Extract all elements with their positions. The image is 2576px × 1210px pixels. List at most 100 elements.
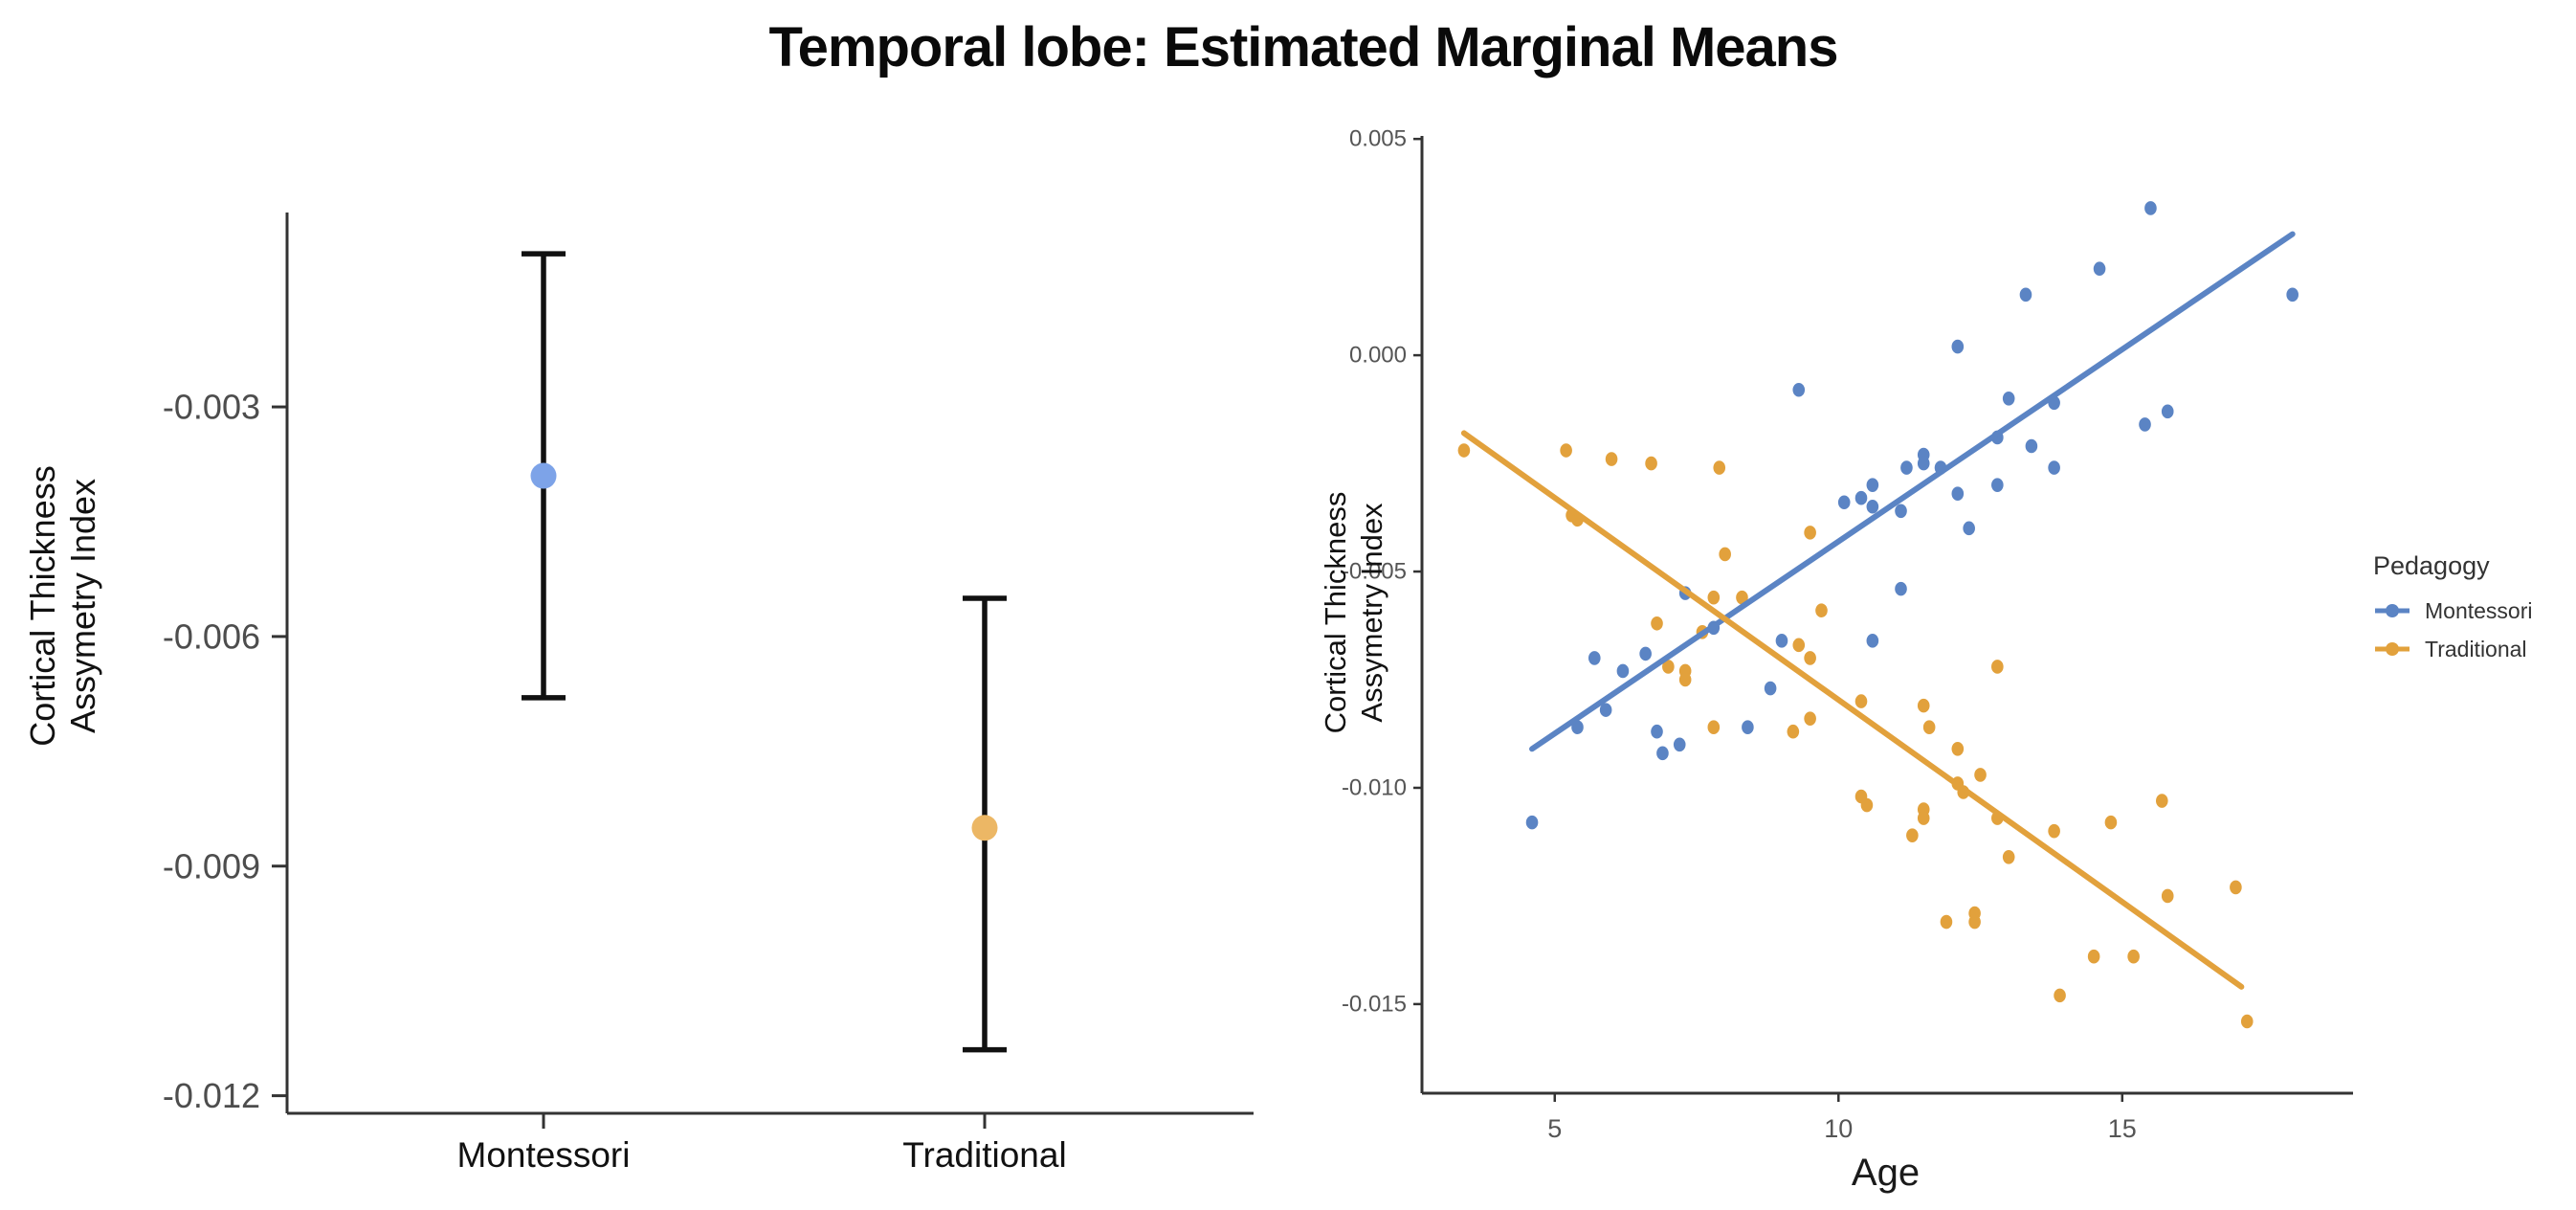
- y-axis-title-line: Cortical Thickness: [1321, 492, 1352, 734]
- scatter-point-traditional: [1860, 797, 1874, 813]
- scatter-point-traditional: [1645, 456, 1657, 471]
- scatter-point-montessori: [1895, 581, 1907, 596]
- scatter-point-montessori: [2139, 417, 2151, 432]
- scatter-point-traditional: [2161, 888, 2174, 904]
- scatter-point-traditional: [2240, 1014, 2254, 1029]
- y-tick-label: -0.005: [1342, 559, 1407, 585]
- y-axis-title-line: Assymetry Index: [63, 479, 102, 733]
- scatter-point-traditional: [1804, 711, 1816, 726]
- scatter-point-traditional: [1713, 460, 1726, 475]
- scatter-point-traditional: [2230, 880, 2242, 895]
- scatter-point-montessori: [1525, 815, 1539, 830]
- scatter-point-montessori: [1837, 495, 1851, 510]
- y-tick-label: -0.012: [163, 1076, 260, 1115]
- legend-swatch-dot: [2386, 604, 2399, 617]
- legend-swatch-dot: [2386, 642, 2399, 656]
- legend-entry-label: Traditional: [2425, 637, 2527, 661]
- scatter-point-montessori: [1866, 499, 1879, 514]
- scatter-point-montessori: [1963, 521, 1975, 536]
- x-tick-label: 5: [1547, 1114, 1562, 1143]
- scatter-point-traditional: [1651, 616, 1663, 631]
- scatter-point-traditional: [2104, 815, 2118, 830]
- scatter-point-montessori: [1599, 703, 1612, 717]
- scatter-point-montessori: [1951, 486, 1965, 502]
- scatter-point-traditional: [2048, 823, 2060, 839]
- scatter-point-montessori: [2093, 261, 2106, 277]
- x-tick-label: 10: [1824, 1114, 1853, 1143]
- scatter-point-montessori: [1866, 478, 1879, 492]
- scatter-point-traditional: [1804, 526, 1816, 540]
- scatter-point-traditional: [2054, 988, 2066, 1003]
- x-tick-label: 15: [2108, 1114, 2137, 1143]
- scatter-point-traditional: [2002, 849, 2015, 864]
- scatter-point-traditional: [1787, 724, 1800, 739]
- scatter-point-montessori: [1991, 478, 2004, 492]
- scatter-point-traditional: [1662, 660, 1675, 674]
- scatter-point-montessori: [2286, 287, 2298, 302]
- scatter-point-traditional: [2127, 949, 2140, 964]
- y-axis-title-line: Assymetry Index: [1355, 503, 1388, 723]
- scatter-point-traditional: [1804, 651, 1816, 665]
- scatter-point-montessori: [2144, 201, 2157, 215]
- y-tick-label: -0.009: [163, 846, 260, 885]
- scatter-point-traditional: [1707, 590, 1721, 605]
- scatter-point-montessori: [1656, 746, 1669, 761]
- emm-chart: -0.003 -0.006 -0.009 -0.012 Montessori Tradit…: [23, 213, 1254, 1175]
- mean-point-traditional: [971, 815, 998, 841]
- scatter-point-traditional: [1922, 720, 1936, 735]
- scatter-point-traditional: [2156, 794, 2168, 808]
- scatter-point-traditional: [1968, 914, 1981, 930]
- scatter-point-montessori: [1651, 724, 1663, 739]
- y-axis-title-line: Cortical Thickness: [23, 465, 62, 746]
- scatter-point-montessori: [1571, 720, 1584, 735]
- scatter-point-montessori: [1673, 737, 1686, 752]
- scatter-point-montessori: [2048, 460, 2060, 475]
- scatter-point-traditional: [1792, 638, 1806, 653]
- legend-title: Pedagogy: [2373, 551, 2490, 580]
- scatter-point-traditional: [1707, 720, 1721, 735]
- trend-line-traditional: [1460, 430, 2245, 990]
- scatter-point-traditional: [1951, 742, 1965, 756]
- scatter-point-traditional: [2087, 949, 2100, 964]
- scatter-chart: 0.005 0.000 -0.005 -0.010 -0.015 5 10 15 Age Cort…: [1321, 126, 2532, 1194]
- scatter-point-montessori: [2025, 438, 2038, 454]
- scatter-point-montessori: [1616, 663, 1630, 679]
- scatter-point-traditional: [1917, 698, 1930, 713]
- scatter-point-traditional: [1815, 603, 1828, 618]
- scatter-point-traditional: [1974, 768, 1987, 782]
- scatter-point-montessori: [2161, 404, 2174, 419]
- y-tick-label: -0.006: [163, 616, 260, 656]
- scatter-point-traditional: [1605, 452, 1618, 466]
- scatter-point-montessori: [1900, 460, 1913, 475]
- category-label: Montessori: [457, 1135, 631, 1175]
- scatter-point-montessori: [1588, 651, 1601, 665]
- scatter-point-montessori: [1866, 634, 1879, 648]
- y-tick-label: -0.015: [1342, 991, 1407, 1017]
- scatter-point-montessori: [2002, 391, 2015, 406]
- y-tick-label: -0.010: [1342, 774, 1407, 800]
- scatter-point-traditional: [1719, 547, 1731, 562]
- y-tick-label: 0.005: [1349, 126, 1407, 152]
- scatter-point-traditional: [1917, 811, 1930, 825]
- scatter-point-montessori: [1951, 339, 1965, 354]
- scatter-point-montessori: [1854, 490, 1868, 505]
- scatter-point-montessori: [1764, 681, 1777, 696]
- y-tick-label: -0.003: [163, 388, 260, 427]
- scatter-point-traditional: [1736, 590, 1748, 605]
- mean-point-montessori: [530, 462, 557, 489]
- scatter-point-traditional: [1457, 443, 1471, 458]
- scatter-point-traditional: [1560, 443, 1572, 458]
- scatter-point-traditional: [1678, 672, 1692, 687]
- x-axis-title: Age: [1852, 1152, 1920, 1194]
- scatter-point-traditional: [1906, 828, 1919, 842]
- scatter-point-traditional: [1854, 694, 1868, 708]
- scatter-point-montessori: [1742, 720, 1754, 735]
- scatter-point-montessori: [1775, 634, 1788, 648]
- figure-title: Temporal lobe: Estimated Marginal Means: [768, 16, 1839, 78]
- scatter-point-montessori: [1792, 382, 1806, 397]
- category-label: Traditional: [902, 1135, 1066, 1175]
- scatter-point-montessori: [1639, 646, 1652, 661]
- scatter-point-traditional: [1991, 660, 2004, 674]
- scatter-point-traditional: [1940, 914, 1953, 930]
